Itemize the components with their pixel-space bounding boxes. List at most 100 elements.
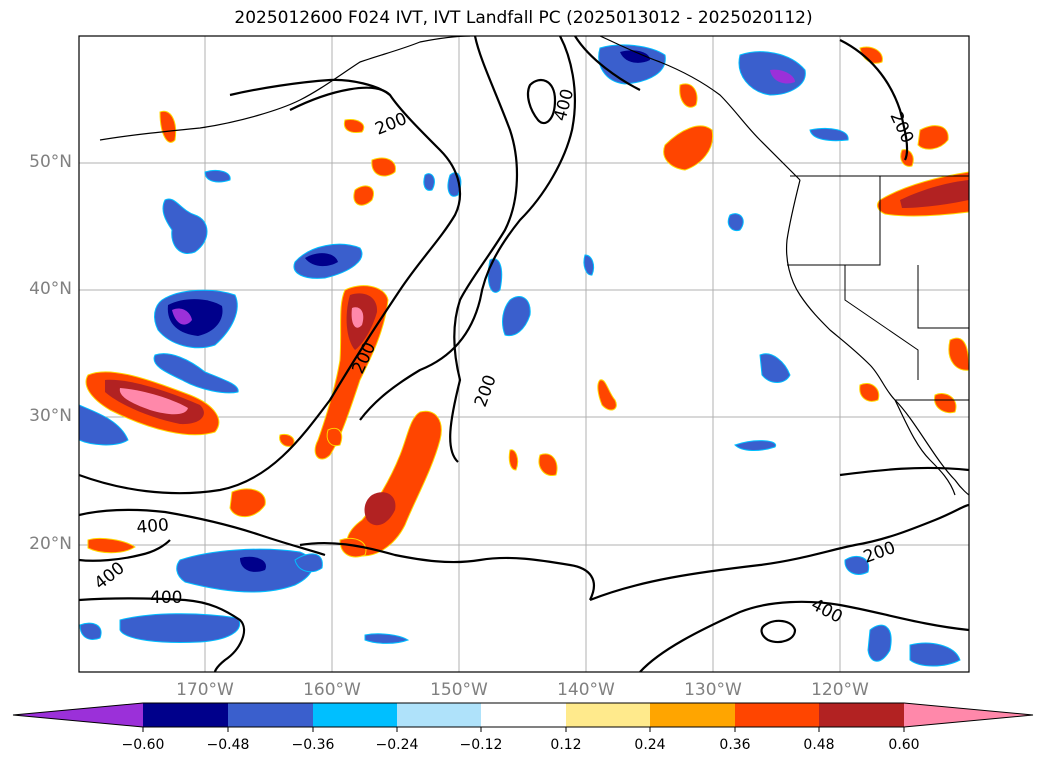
patch-neg-mid4 xyxy=(502,296,531,337)
lon-label-150w: 150°W xyxy=(430,680,488,700)
contour-200-top xyxy=(229,78,391,97)
contour-label: 400 xyxy=(150,588,182,608)
coastlines xyxy=(99,36,969,496)
contour-400-loop xyxy=(526,78,557,125)
patch-pos-small6 xyxy=(597,379,617,411)
coast-alaska-panhandle xyxy=(599,36,801,181)
colorbar-tick-label: 0.36 xyxy=(719,737,751,753)
patch-pos-small13 xyxy=(326,427,343,447)
patch-neg-left xyxy=(79,404,129,446)
patch-pos-small12 xyxy=(859,383,880,402)
patch-neg-small1 xyxy=(423,173,435,191)
map-title: 2025012600 F024 IVT, IVT Landfall PC (20… xyxy=(234,8,813,28)
colorbar-tick-label: −0.48 xyxy=(206,737,250,753)
colorbar-tick-label: 0.24 xyxy=(634,737,666,753)
contour-400-sw xyxy=(79,539,171,562)
colorbar xyxy=(12,702,1034,732)
colorbar-tick-label: −0.36 xyxy=(291,737,335,753)
patch-pos-ne xyxy=(917,125,949,150)
colorbar-bin xyxy=(650,703,735,727)
patch-pos-small8 xyxy=(339,537,367,558)
lon-label-140w: 140°W xyxy=(557,680,615,700)
colorbar-bin xyxy=(397,703,481,727)
patch-neg-small7 xyxy=(294,553,323,573)
contour-label: 200 xyxy=(885,109,917,147)
contour-coastal xyxy=(839,466,969,477)
patch-pos-west-peak xyxy=(119,388,188,415)
patch-neg-mid1-core xyxy=(305,253,338,267)
colorbar-tick-label: −0.12 xyxy=(459,737,503,753)
contour-400-south xyxy=(79,508,326,557)
patch-neg-south-core xyxy=(240,556,266,572)
colorbar-tick-label: −0.60 xyxy=(121,737,165,753)
coast-west xyxy=(785,179,969,496)
patch-neg-west-peak xyxy=(172,308,192,325)
patch-pos-small15 xyxy=(279,433,295,447)
patch-pos-bc xyxy=(663,125,714,171)
colorbar-bin xyxy=(13,703,143,727)
patch-pos-small10 xyxy=(948,337,969,371)
lat-label-40n: 40°N xyxy=(29,279,72,299)
patch-neg-west-core xyxy=(167,299,223,336)
patch-neg-se3 xyxy=(844,556,870,575)
colorbar-bin xyxy=(481,703,566,727)
ivt-negative-patches xyxy=(79,44,961,667)
patch-neg-s3 xyxy=(79,622,102,640)
contour-label: 200 xyxy=(372,109,410,140)
patch-pos-central-peak xyxy=(351,307,364,328)
patch-pos-small3 xyxy=(371,157,396,177)
colorbar-tick-label: 0.60 xyxy=(888,737,920,753)
contour-label: 400 xyxy=(136,515,170,538)
contour-400-lower xyxy=(79,597,246,672)
patch-pos-ne2 xyxy=(859,46,883,64)
patch-neg-e2 xyxy=(734,440,777,451)
lon-label-170w: 170°W xyxy=(176,680,234,700)
colorbar-ticks xyxy=(142,727,905,732)
colorbar-bin xyxy=(904,703,1033,727)
patch-neg-se2 xyxy=(867,624,892,662)
patch-pos-small16 xyxy=(900,149,914,167)
border-state3 xyxy=(917,265,969,329)
contour-400-se xyxy=(639,600,969,672)
lat-label-20n: 20°N xyxy=(29,534,72,554)
ivt-contours xyxy=(79,36,969,672)
lat-label-30n: 30°N xyxy=(29,406,72,426)
borders xyxy=(787,175,969,401)
colorbar-bin xyxy=(313,703,397,727)
colorbar-bin xyxy=(143,703,228,727)
patch-pos-small5 xyxy=(538,453,558,477)
coast-baja xyxy=(894,399,956,496)
ivt-positive-patches xyxy=(85,46,969,558)
gridlines xyxy=(79,36,969,672)
patch-pos-south xyxy=(346,410,442,557)
contour-200-coast xyxy=(574,36,641,91)
patch-neg-small6 xyxy=(204,169,231,183)
patch-pos-south-core xyxy=(364,492,396,526)
contour-200-mid xyxy=(359,36,576,421)
colorbar-tick-label: 0.48 xyxy=(803,737,835,753)
patch-pos-small2 xyxy=(353,185,374,206)
patch-neg-small5 xyxy=(727,213,744,232)
patch-neg-mid3 xyxy=(162,198,208,254)
border-state1 xyxy=(787,176,881,266)
patch-pos-small1 xyxy=(159,110,177,143)
border-state2 xyxy=(844,265,919,380)
coast-alaska xyxy=(99,36,471,141)
patch-pos-bc-north xyxy=(679,83,698,108)
patch-neg-e3 xyxy=(809,127,849,142)
patch-pos-pnw-core xyxy=(900,180,969,208)
contour-400-arc xyxy=(449,36,519,463)
patch-neg-mid2 xyxy=(153,353,239,394)
colorbar-bin xyxy=(819,703,904,727)
lat-label-50n: 50°N xyxy=(29,152,72,172)
colorbar-bin xyxy=(735,703,819,727)
patch-pos-small11 xyxy=(934,393,957,414)
patch-pos-small14 xyxy=(508,449,519,471)
contour-label-group: 200 400 200 200 400 400 400 200 400 200 xyxy=(91,87,918,628)
contour-200-west xyxy=(79,86,462,495)
patch-pos-small9 xyxy=(343,119,365,133)
map-frame xyxy=(78,35,970,673)
lon-label-120w: 120°W xyxy=(811,680,869,700)
contour-400-loop2 xyxy=(760,619,797,644)
